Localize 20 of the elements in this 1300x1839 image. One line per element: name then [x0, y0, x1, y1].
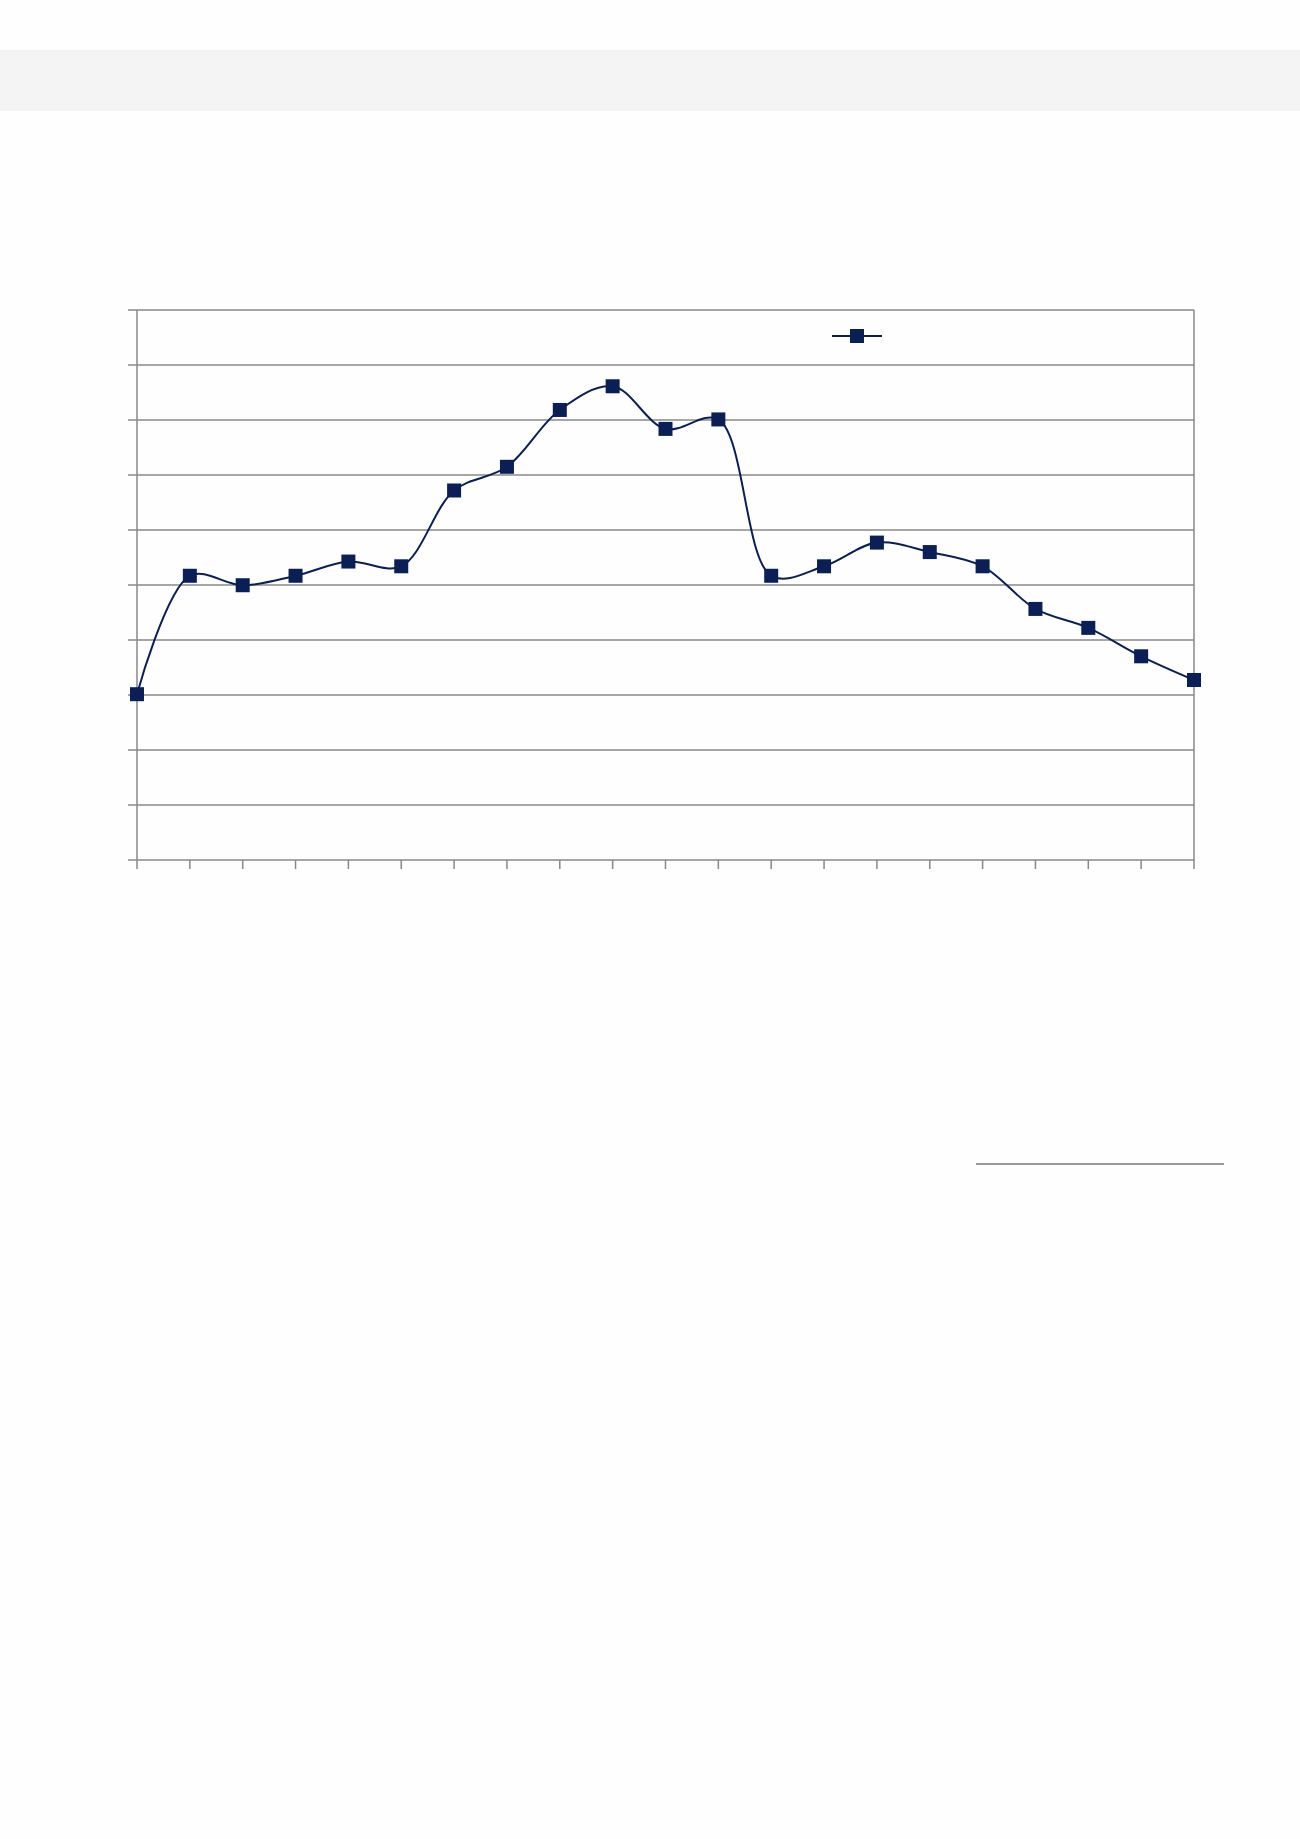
point	[1028, 601, 1043, 616]
point	[235, 578, 250, 593]
point	[552, 402, 567, 417]
point	[341, 554, 356, 569]
point	[869, 535, 884, 550]
point	[711, 412, 726, 427]
point	[499, 459, 514, 474]
point	[394, 559, 409, 574]
point	[288, 568, 303, 583]
point	[817, 559, 832, 574]
point	[764, 568, 779, 583]
point	[1187, 672, 1201, 687]
point	[447, 483, 462, 498]
point	[975, 559, 990, 574]
point	[605, 379, 620, 394]
point	[182, 568, 197, 583]
point	[922, 545, 937, 560]
point	[1081, 620, 1096, 635]
point	[1134, 649, 1149, 664]
point	[658, 421, 673, 436]
